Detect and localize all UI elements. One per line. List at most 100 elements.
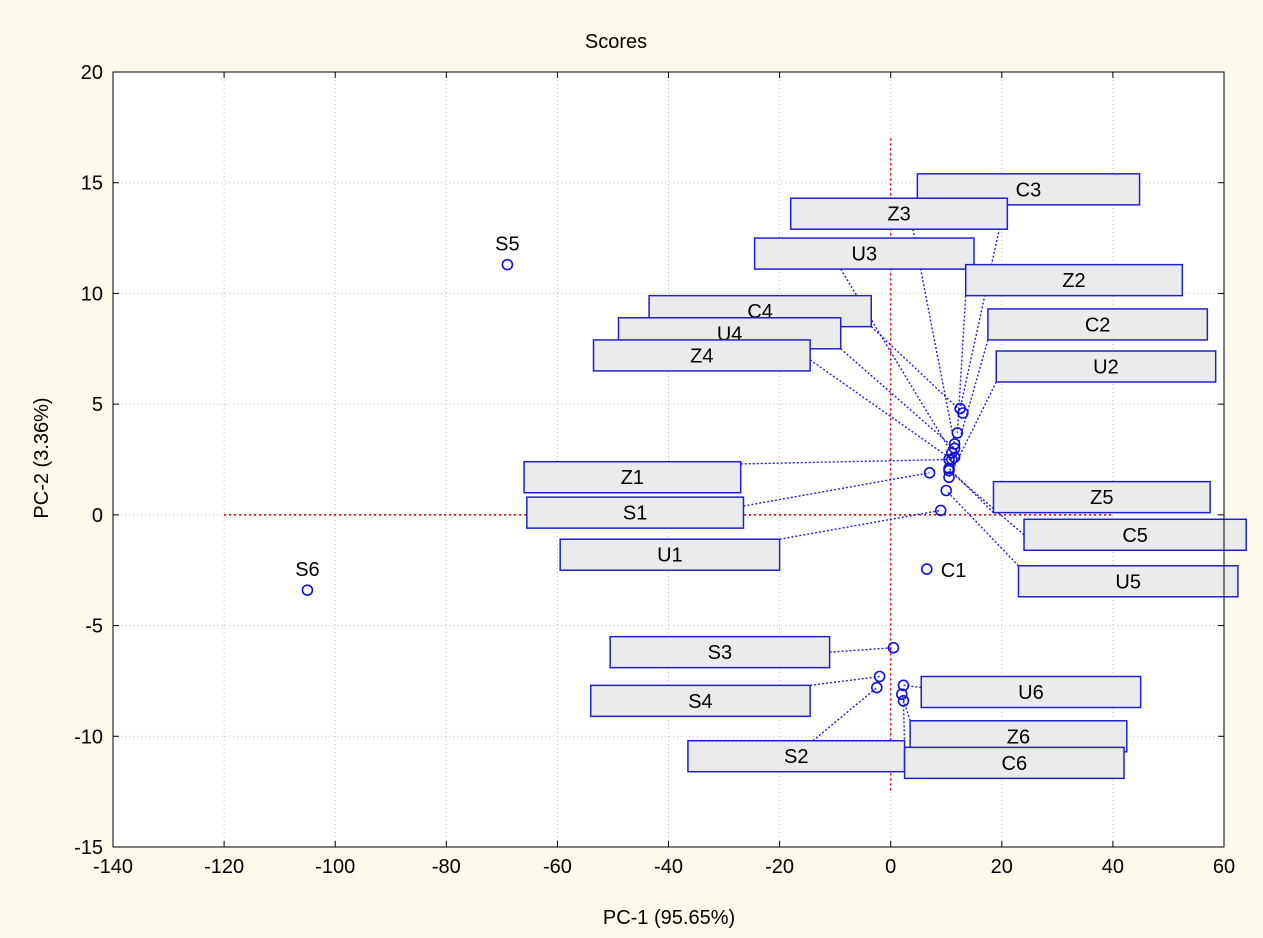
label-text-u3: U3	[852, 244, 878, 266]
point-s2	[871, 681, 883, 694]
label-text-c5: C5	[1122, 525, 1148, 547]
x-tick-label: 40	[1102, 856, 1124, 878]
point-c6	[897, 695, 910, 707]
x-tick-label: -20	[765, 856, 794, 878]
label-text-u1: U1	[657, 545, 683, 567]
point-s6	[301, 584, 314, 596]
chart-title: Scores	[585, 31, 647, 53]
y-tick-label: 0	[92, 505, 103, 527]
label-box-z2	[964, 263, 1184, 297]
x-axis-label: PC-1 (95.65%)	[603, 907, 735, 929]
callout-label-boxes: C3Z3U3Z2C4C2U4Z4U2Z1Z5S1C5U1U5S3U6S4Z6S2…	[523, 173, 1247, 780]
label-text-c2: C2	[1085, 314, 1111, 336]
point-z6	[896, 688, 908, 701]
data-points: S5 S6 C1	[295, 234, 969, 707]
label-text-z4: Z4	[690, 345, 713, 367]
leader-line-s1	[743, 472, 930, 507]
label-text-u2: U2	[1093, 357, 1119, 379]
y-tick-label: 15	[81, 173, 103, 195]
y-tick-label: -5	[85, 616, 103, 638]
leader-line-c4	[870, 326, 964, 414]
leader-line-u4	[840, 348, 956, 449]
leader-line-u5	[945, 490, 1019, 567]
leader-line-c3	[959, 204, 1006, 409]
label-text-z5: Z5	[1090, 487, 1113, 509]
label-text-z6: Z6	[1007, 726, 1030, 748]
label-text-s2: S2	[784, 746, 808, 768]
label-box-c2	[987, 308, 1209, 341]
label-text-u5: U5	[1115, 571, 1141, 593]
point-s4	[873, 670, 886, 683]
y-tick-label: 20	[81, 62, 103, 84]
label-text-z1: Z1	[621, 467, 644, 489]
label-text-u6: U6	[1018, 682, 1044, 704]
leader-line-z5	[948, 467, 994, 514]
label-box-z3	[789, 197, 1009, 230]
point-s1	[923, 466, 936, 479]
point-c2	[948, 451, 961, 464]
label-text-z2: Z2	[1062, 270, 1085, 292]
label-box-z5	[992, 480, 1211, 514]
x-tick-label: -80	[432, 856, 461, 878]
point-z2	[951, 427, 964, 439]
x-tick-label: -120	[204, 856, 244, 878]
point-label-s5: S5	[495, 234, 519, 256]
x-tick-label: -40	[654, 856, 683, 878]
point-u6	[897, 679, 910, 692]
label-box-z1	[523, 460, 742, 494]
y-tick-label: -15	[74, 837, 103, 859]
label-text-s1: S1	[623, 503, 647, 525]
point-c5	[943, 464, 955, 477]
leader-line-z2	[956, 295, 967, 433]
point-u1	[934, 504, 947, 517]
x-tick-label: -100	[315, 856, 355, 878]
label-text-c3: C3	[1016, 179, 1042, 201]
point-label-c1: C1	[941, 560, 967, 582]
label-text-c6: C6	[1002, 753, 1028, 775]
leader-line-s2	[812, 687, 878, 742]
y-tick-label: -10	[74, 726, 103, 748]
reference-lines	[224, 138, 1113, 792]
point-u4	[948, 442, 961, 455]
label-box-s2	[687, 739, 906, 773]
point-s5	[501, 258, 514, 271]
leader-line-c5	[948, 470, 1025, 536]
label-box-s3	[609, 635, 831, 669]
leader-line-z1	[740, 458, 950, 465]
y-tick-label: 5	[92, 394, 103, 416]
label-text-z3: Z3	[887, 204, 910, 226]
x-tick-label: 60	[1213, 856, 1235, 878]
label-box-s4	[589, 684, 811, 718]
leader-line-z4	[809, 359, 953, 461]
label-box-u2	[995, 350, 1217, 383]
y-axis-label: PC-2 (3.36%)	[31, 397, 53, 518]
y-tick-label: 10	[81, 283, 103, 305]
x-tick-label: 0	[885, 856, 896, 878]
label-box-c5	[1023, 518, 1247, 552]
label-box-u1	[559, 538, 781, 571]
point-u5	[940, 484, 953, 497]
point-label-s6: S6	[295, 559, 319, 581]
leader-line-u6	[903, 684, 922, 689]
point-s3	[887, 641, 900, 654]
x-axis-ticks: -140 -120 -100 -80 -60 -40 -20 0 20 40 60	[93, 72, 1235, 878]
label-text-s4: S4	[688, 691, 712, 713]
leader-line-u1	[779, 509, 941, 540]
label-box-z4	[592, 339, 811, 372]
label-box-s1	[526, 496, 745, 529]
leader-line-s3	[829, 647, 894, 653]
point-c1	[921, 563, 933, 575]
label-box-u6	[920, 675, 1142, 709]
x-tick-label: -140	[93, 856, 133, 878]
leader-line-z6	[901, 694, 911, 721]
label-text-s3: S3	[708, 642, 732, 664]
point-u2	[943, 471, 955, 484]
x-tick-label: -60	[543, 856, 572, 878]
label-box-u3	[753, 237, 975, 270]
label-box-c6	[903, 746, 1125, 780]
y-axis-ticks: -15 -10 -5 0 5 10 15 20	[74, 62, 1224, 859]
label-box-u5	[1017, 565, 1239, 598]
x-tick-label: 20	[991, 856, 1013, 878]
